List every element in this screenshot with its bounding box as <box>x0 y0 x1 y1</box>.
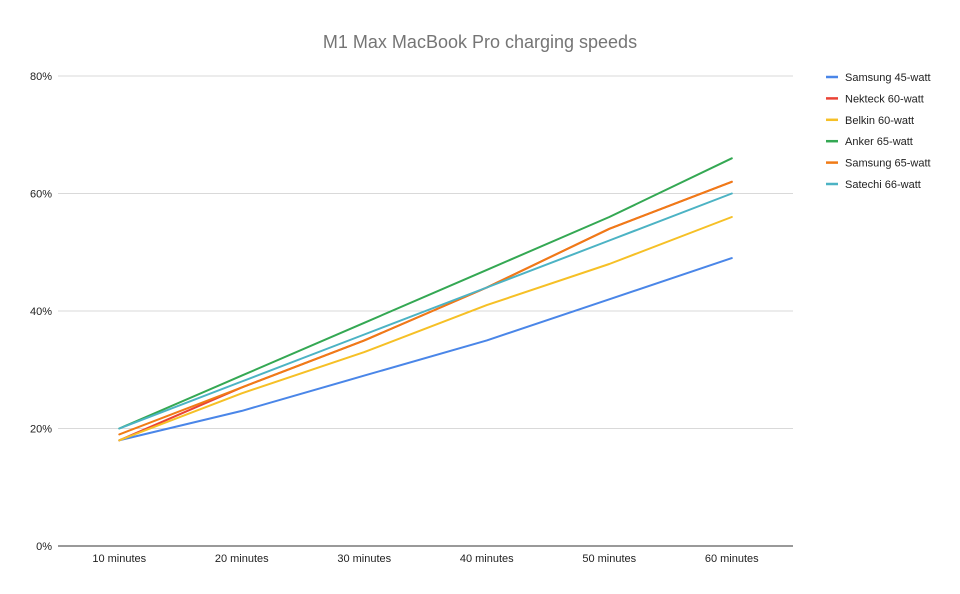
series-line-samsung-45-watt <box>118 257 733 442</box>
legend-label: Samsung 45-watt <box>845 72 931 84</box>
y-tick-label: 60% <box>30 189 52 201</box>
legend-item: Samsung 45-watt <box>826 72 931 84</box>
legend: Samsung 45-watt Nekteck 60-watt Belkin 60-… <box>826 72 931 191</box>
legend-item: Satechi 66-watt <box>826 179 921 191</box>
y-tick-label: 0% <box>36 541 52 553</box>
legend-label: Nekteck 60-watt <box>845 93 924 105</box>
series-lines <box>118 157 733 442</box>
series-line-satechi-66-watt <box>118 192 733 430</box>
x-tick-label: 10 minutes <box>92 553 146 565</box>
series-line-samsung-65-watt <box>118 180 733 436</box>
x-tick-label: 60 minutes <box>705 553 759 565</box>
legend-item: Anker 65-watt <box>826 136 913 148</box>
series-line-belkin-60-watt <box>118 216 733 442</box>
y-tick-label: 40% <box>30 306 52 318</box>
legend-item: Belkin 60-watt <box>826 115 914 127</box>
y-tick-label: 20% <box>30 424 52 436</box>
legend-label: Satechi 66-watt <box>845 179 921 191</box>
legend-label: Anker 65-watt <box>845 136 913 148</box>
chart-title: M1 Max MacBook Pro charging speeds <box>323 32 637 52</box>
x-tick-label: 50 minutes <box>582 553 636 565</box>
series-line-anker-65-watt <box>118 157 733 430</box>
x-tick-label: 30 minutes <box>337 553 391 565</box>
legend-label: Belkin 60-watt <box>845 115 914 127</box>
legend-label: Samsung 65-watt <box>845 158 931 170</box>
gridlines <box>58 75 793 429</box>
y-tick-label: 80% <box>30 71 52 83</box>
axes: 0% 20% 40% 60% 80% 10 minutes 20 minutes 30 min… <box>30 71 793 565</box>
x-tick-label: 20 minutes <box>215 553 269 565</box>
legend-item: Nekteck 60-watt <box>826 93 924 105</box>
legend-item: Samsung 65-watt <box>826 158 931 170</box>
x-tick-label: 40 minutes <box>460 553 514 565</box>
